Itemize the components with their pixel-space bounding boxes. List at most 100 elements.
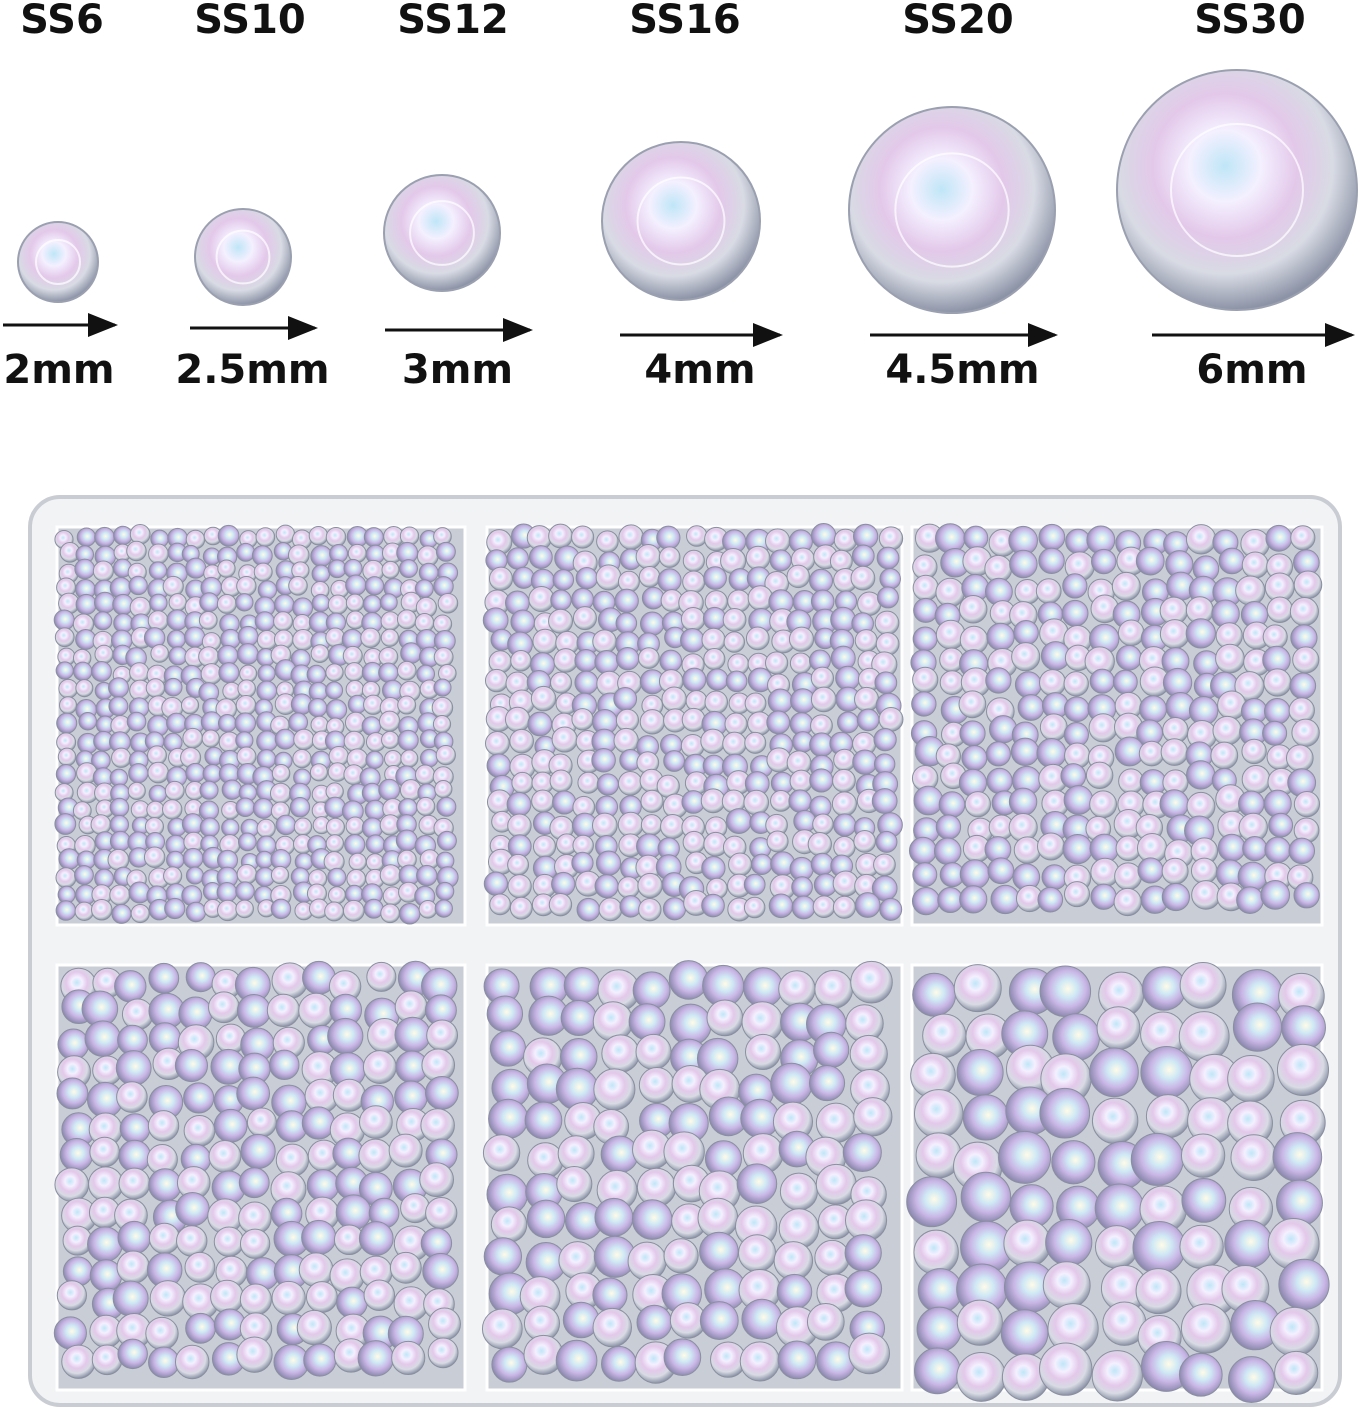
stone xyxy=(1145,1094,1191,1139)
stone xyxy=(871,788,898,814)
stone xyxy=(1238,790,1265,818)
stone xyxy=(507,853,530,876)
stone xyxy=(550,671,573,694)
stone xyxy=(1291,718,1320,747)
stone xyxy=(434,779,453,799)
stone xyxy=(251,545,273,567)
stone xyxy=(1042,1261,1091,1310)
stone xyxy=(116,1081,148,1113)
stone xyxy=(398,902,421,925)
size-diameter: 2mm xyxy=(3,347,114,393)
stone xyxy=(1135,546,1165,576)
stone xyxy=(148,1346,180,1379)
stone xyxy=(208,991,240,1024)
stone xyxy=(1039,1087,1091,1139)
stone xyxy=(88,1166,124,1202)
stone xyxy=(853,830,877,853)
gem-table xyxy=(35,239,81,285)
stone xyxy=(252,798,274,819)
stone xyxy=(344,833,366,856)
stone xyxy=(310,545,333,568)
stone xyxy=(127,781,146,800)
stone xyxy=(1014,671,1042,699)
stone xyxy=(324,901,345,922)
stone xyxy=(236,542,256,562)
stone xyxy=(738,1234,777,1273)
stone xyxy=(637,872,663,899)
stone xyxy=(483,1237,523,1276)
stone xyxy=(1281,1005,1326,1051)
stone xyxy=(218,662,240,684)
stone xyxy=(1263,698,1291,725)
stone xyxy=(166,712,187,734)
size-label: SS16 xyxy=(629,0,740,43)
stone xyxy=(591,812,618,839)
stone xyxy=(509,896,533,920)
stone xyxy=(914,1347,961,1395)
stone xyxy=(852,749,878,775)
stone xyxy=(526,1199,566,1239)
stone xyxy=(55,900,77,921)
stone xyxy=(1061,599,1089,627)
stone xyxy=(213,1108,248,1143)
stone xyxy=(1038,523,1066,551)
stone xyxy=(359,1105,393,1139)
stone xyxy=(255,527,276,547)
stone xyxy=(116,1250,150,1284)
stone xyxy=(364,799,386,821)
stone xyxy=(288,575,308,596)
stone xyxy=(555,1339,598,1382)
stone xyxy=(380,611,401,631)
stone xyxy=(176,1225,208,1257)
stone xyxy=(656,525,681,550)
stone xyxy=(1088,713,1118,743)
stone xyxy=(808,1065,846,1102)
stone xyxy=(663,1338,702,1377)
stone xyxy=(766,830,789,853)
stone xyxy=(912,972,957,1017)
stone xyxy=(381,560,400,579)
stone xyxy=(1193,650,1220,677)
stone xyxy=(506,547,529,570)
stone xyxy=(293,817,313,836)
stone xyxy=(874,671,898,695)
stone xyxy=(1091,1097,1139,1145)
stone xyxy=(1140,1046,1193,1099)
stone xyxy=(1063,785,1094,815)
stone xyxy=(1227,1055,1275,1103)
stone xyxy=(639,611,665,636)
stone xyxy=(1011,642,1041,672)
stone xyxy=(1035,578,1062,604)
stone xyxy=(269,782,292,804)
stone xyxy=(56,1280,87,1311)
stone xyxy=(166,850,185,870)
stone xyxy=(575,566,598,590)
stone xyxy=(682,570,706,594)
stone xyxy=(266,993,301,1027)
stone xyxy=(363,1279,396,1312)
stone xyxy=(571,525,595,549)
stone xyxy=(289,797,311,818)
stone xyxy=(1293,882,1320,909)
stone xyxy=(325,627,346,648)
stone xyxy=(378,662,399,683)
stone xyxy=(246,1107,277,1138)
stone xyxy=(147,610,169,632)
stone xyxy=(592,1001,634,1042)
stone xyxy=(806,1303,845,1341)
stone xyxy=(638,566,661,588)
stone xyxy=(574,649,598,673)
stone xyxy=(128,763,149,784)
stone xyxy=(75,628,97,650)
stone xyxy=(594,650,619,675)
stone xyxy=(174,1344,210,1380)
stone xyxy=(638,1067,675,1104)
stone xyxy=(108,696,129,717)
stone xyxy=(486,753,511,778)
stone xyxy=(766,710,791,735)
stone xyxy=(1232,1002,1283,1052)
stone xyxy=(638,647,660,669)
stone xyxy=(416,796,436,817)
stone xyxy=(964,791,991,818)
stone xyxy=(916,1306,962,1353)
